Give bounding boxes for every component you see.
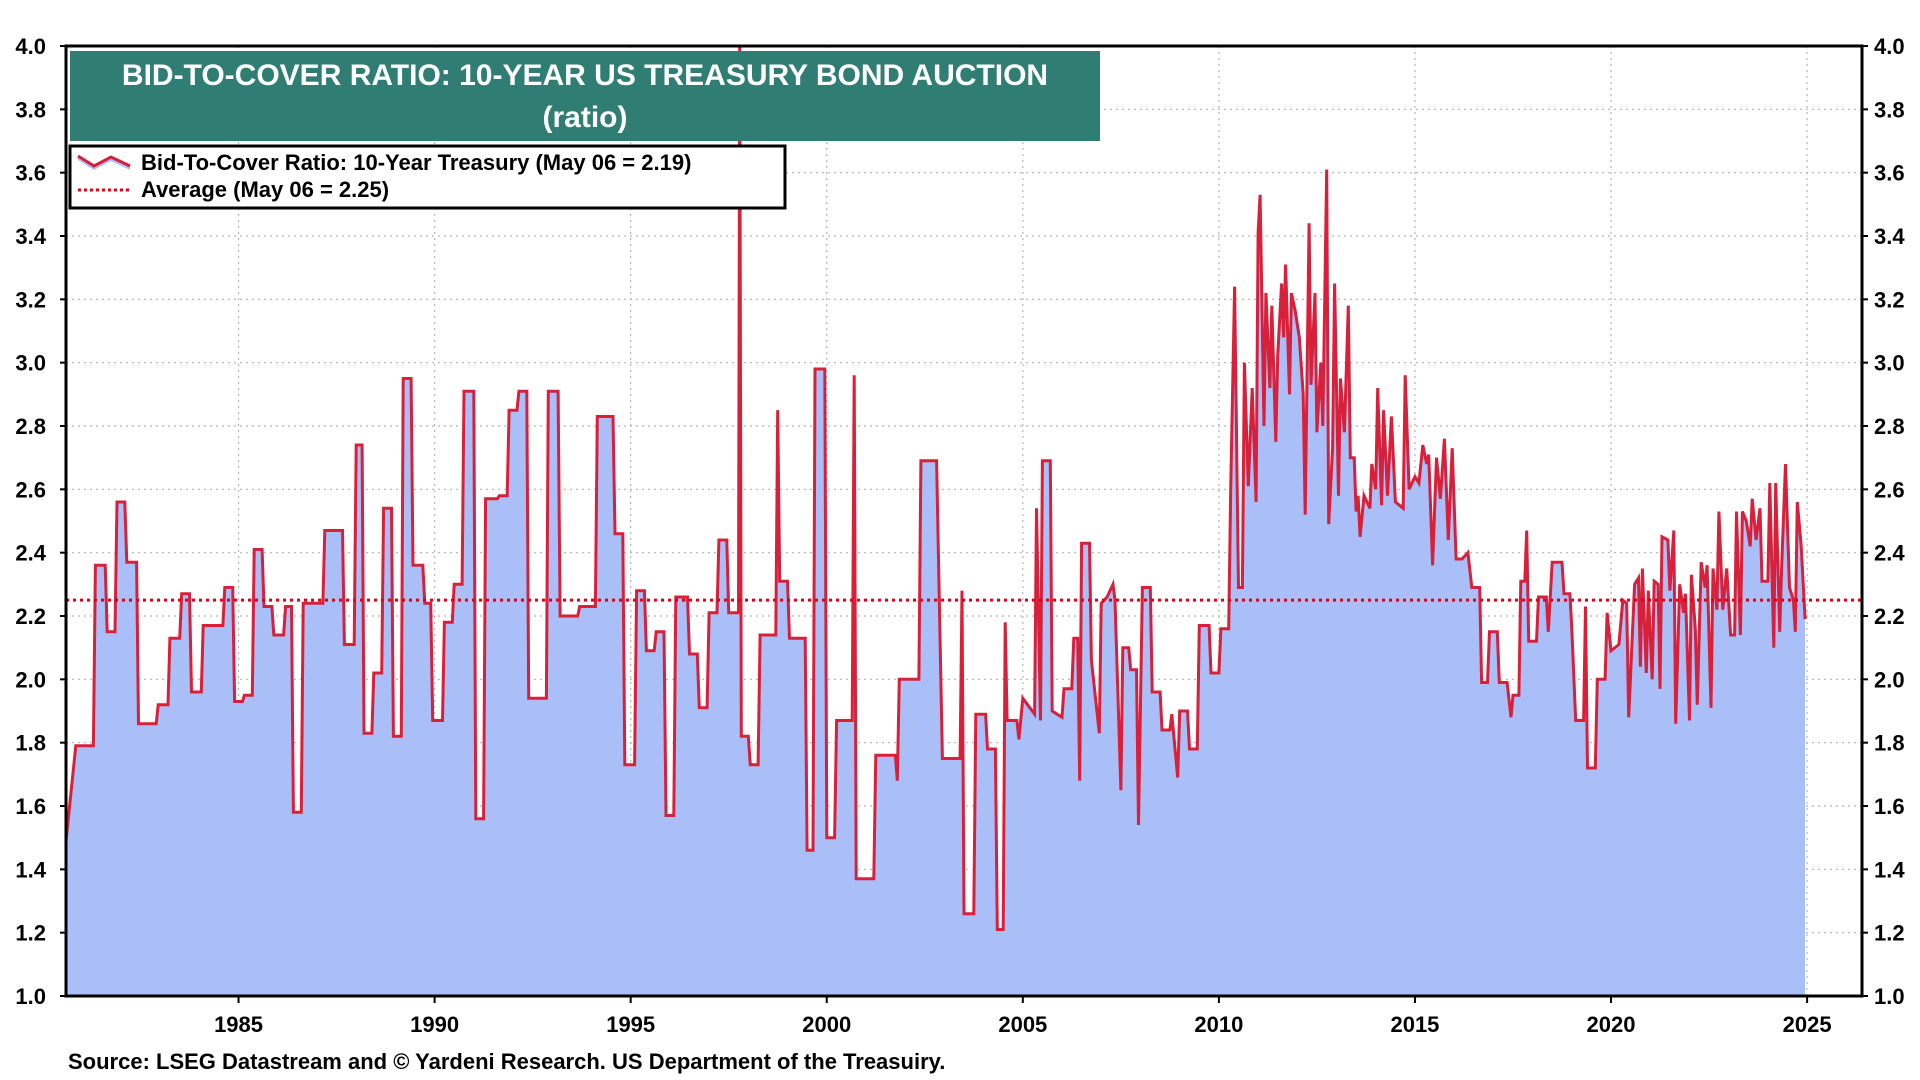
axis-ticks: 1.0 1.0 1.2 1.2 1.4 1.4 1.6 1.6 1.8 1.8 2.0 2.0 2.2 2… [15,34,1905,1037]
y-tick-label-right: 1.6 [1874,794,1905,819]
y-tick-label-left: 2.4 [15,541,46,566]
y-tick-label-right: 2.6 [1874,477,1905,502]
source-note: Source: LSEG Datastream and © Yardeni Re… [68,1049,945,1074]
y-tick-label-left: 2.8 [15,414,46,439]
x-tick-label: 2020 [1587,1012,1636,1037]
y-tick-label-right: 1.0 [1874,984,1905,1009]
x-tick-label: 2000 [802,1012,851,1037]
y-tick-label-right: 3.2 [1874,287,1905,312]
y-tick-label-left: 2.6 [15,477,46,502]
y-tick-label-left: 1.0 [15,984,46,1009]
chart-subtitle: (ratio) [543,101,628,134]
y-tick-label-right: 1.4 [1874,857,1905,882]
y-tick-label-left: 3.4 [15,224,46,249]
y-tick-label-left: 2.0 [15,667,46,692]
legend-series-label: Bid-To-Cover Ratio: 10-Year Treasury (Ma… [141,150,691,175]
y-tick-label-right: 1.8 [1874,731,1905,756]
y-tick-label-left: 3.0 [15,351,46,376]
y-tick-label-left: 1.2 [15,921,46,946]
y-tick-label-left: 3.2 [15,287,46,312]
y-tick-label-right: 3.0 [1874,351,1905,376]
legend-series-swatch [77,154,131,170]
y-tick-label-left: 3.8 [15,97,46,122]
x-tick-label: 1985 [214,1012,263,1037]
x-tick-label: 2010 [1194,1012,1243,1037]
title-box: BID-TO-COVER RATIO: 10-YEAR US TREASURY … [70,51,1100,141]
x-tick-label: 2005 [998,1012,1047,1037]
x-tick-label: 2015 [1390,1012,1439,1037]
chart-title: BID-TO-COVER RATIO: 10-YEAR US TREASURY … [122,59,1048,92]
y-tick-label-right: 2.0 [1874,667,1905,692]
y-tick-label-left: 1.6 [15,794,46,819]
y-tick-label-right: 3.6 [1874,161,1905,186]
y-tick-label-right: 2.4 [1874,541,1905,566]
y-tick-label-left: 1.8 [15,731,46,756]
plot-frame [64,44,1864,998]
x-tick-label: 2025 [1783,1012,1832,1037]
y-tick-label-left: 3.6 [15,161,46,186]
y-tick-label-right: 1.2 [1874,921,1905,946]
y-tick-label-right: 4.0 [1874,34,1905,59]
legend-average-label: Average (May 06 = 2.25) [141,177,389,202]
series-layer [64,45,1807,996]
series-line [64,45,1807,931]
y-tick-label-left: 4.0 [15,34,46,59]
y-tick-label-right: 2.8 [1874,414,1905,439]
x-tick-label: 1990 [410,1012,459,1037]
y-tick-label-left: 2.2 [15,604,46,629]
y-tick-label-right: 2.2 [1874,604,1905,629]
y-tick-label-right: 3.4 [1874,224,1905,249]
legend-box [68,144,787,210]
x-tick-label: 1995 [606,1012,655,1037]
series-area [66,46,1806,996]
title-background [70,51,1100,141]
y-tick-label-left: 1.4 [15,857,46,882]
legend: Bid-To-Cover Ratio: 10-Year Treasury (Ma… [68,144,787,210]
y-tick-label-right: 3.8 [1874,97,1905,122]
